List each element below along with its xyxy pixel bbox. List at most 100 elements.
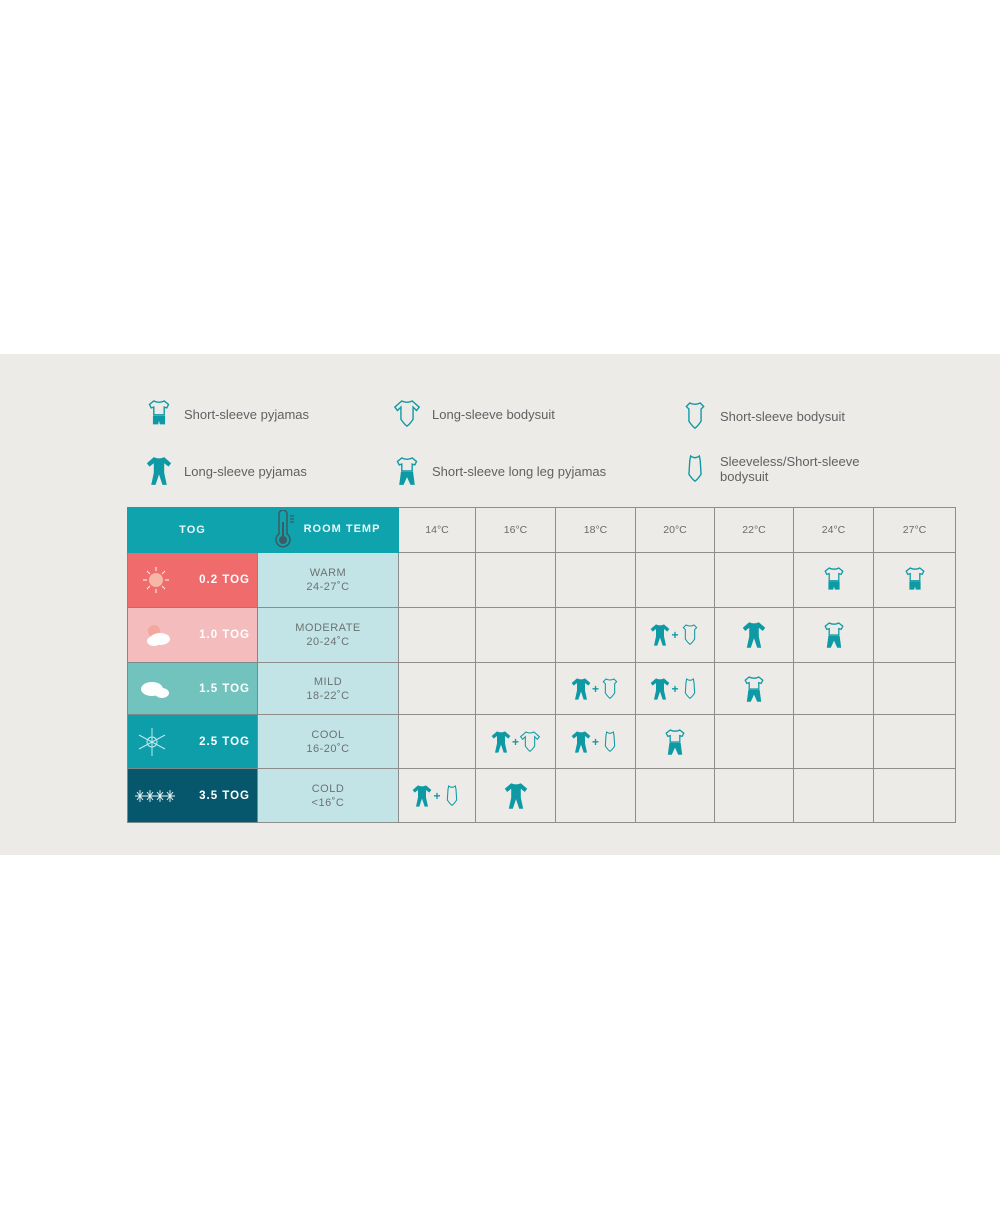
tog-cell: 1.0 TOG: [127, 607, 258, 663]
legend-label: Long-sleeve bodysuit: [432, 406, 555, 422]
room-temp-cell: MILD 18-22˚C: [257, 662, 399, 715]
legend-item: Long-sleeve pyjamas: [146, 454, 307, 488]
legend-label: Long-sleeve pyjamas: [184, 463, 307, 479]
legend-item: Sleeveless/Short-sleeve bodysuit: [682, 452, 870, 486]
ss-longleg-pyjamas-icon: [822, 619, 846, 651]
tog-header: TOG: [127, 507, 258, 553]
legend-item: Short-sleeve long leg pyjamas: [394, 454, 606, 488]
ss-longleg-pyjamas-icon: [742, 673, 766, 705]
plus-icon: +: [511, 734, 519, 749]
temp-header: 18°C: [555, 507, 636, 553]
clothing-cell: [398, 662, 476, 715]
table-row: 1.0 TOG MODERATE 20-24˚C +: [127, 607, 956, 663]
thermometer-icon: [274, 509, 294, 547]
clothing-cell: +: [555, 662, 636, 715]
snowflakes-icon: [135, 789, 175, 802]
ls-pyjamas-icon: [650, 622, 670, 648]
tog-label: 0.2 TOG: [199, 574, 250, 586]
plus-icon: +: [671, 681, 679, 696]
clothing-cell: [475, 662, 556, 715]
table-row: 2.5 TOG COOL 16-20˚C + +: [127, 714, 956, 769]
room-temp-cell: MODERATE 20-24˚C: [257, 607, 399, 663]
ls-pyjamas-icon: [742, 619, 766, 651]
ls-bodysuit-icon: [520, 729, 540, 755]
clothing-cell: [555, 552, 636, 608]
tog-label: 3.5 TOG: [199, 789, 250, 802]
clothing-cell: [873, 768, 956, 823]
ls-pyjamas-icon: [650, 676, 670, 702]
clothing-cell: [475, 768, 556, 823]
ls-bodysuit-icon: [394, 397, 420, 431]
clothing-cell: [793, 607, 874, 663]
sleeveless-bodysuit-icon: [600, 729, 620, 755]
clothing-cell: [398, 714, 476, 769]
cloud-icon: [141, 681, 169, 698]
room-label: WARM: [309, 567, 347, 579]
tog-cell: 0.2 TOG: [127, 552, 258, 608]
room-range: 16-20˚C: [306, 742, 350, 755]
sun-icon: [143, 567, 169, 593]
tog-label: 2.5 TOG: [199, 735, 250, 748]
clothing-cell: [635, 768, 715, 823]
temp-header: 16°C: [475, 507, 556, 553]
tog-cell: 2.5 TOG: [127, 714, 258, 769]
plus-icon: +: [591, 734, 599, 749]
clothing-cell: [475, 552, 556, 608]
ss-bodysuit-icon: [682, 399, 708, 433]
clothing-cell: [793, 662, 874, 715]
clothing-cell: [873, 552, 956, 608]
clothing-cell: [873, 607, 956, 663]
clothing-cell: [793, 714, 874, 769]
clothing-cell: +: [475, 714, 556, 769]
room-temp-cell: COOL 16-20˚C: [257, 714, 399, 769]
ls-pyjamas-icon: [504, 780, 528, 812]
room-temp-cell: COLD <16˚C: [257, 768, 399, 823]
sleeveless-bodysuit-icon: [680, 676, 700, 702]
sleeveless-bodysuit-icon: [682, 452, 708, 486]
room-temp-label: ROOM TEMP: [303, 522, 381, 535]
clothing-cell: +: [635, 662, 715, 715]
clothing-cell: [873, 662, 956, 715]
legend-label: Sleeveless/Short-sleeve bodysuit: [720, 454, 860, 484]
tog-cell: 3.5 TOG: [127, 768, 258, 823]
legend-item: Short-sleeve bodysuit: [682, 399, 845, 433]
snowflake-icon: [138, 727, 166, 756]
room-label: MODERATE: [295, 622, 361, 634]
table-row: 0.2 TOG WARM 24-27˚C: [127, 552, 956, 608]
sun-cloud-icon: [147, 625, 170, 646]
ss-pyjamas-icon: [822, 564, 846, 596]
clothing-cell: [398, 552, 476, 608]
legend-label: Short-sleeve bodysuit: [720, 408, 846, 424]
room-label: MILD: [313, 675, 343, 688]
room-label: COLD: [311, 782, 345, 795]
tog-table: TOG ROOM TEMP 14°C 16°C 18°C 20°C 22°C 24°C 27…: [127, 507, 956, 823]
temp-header: 24°C: [793, 507, 874, 553]
plus-icon: +: [433, 788, 441, 803]
clothing-cell: [714, 607, 794, 663]
temp-header: 22°C: [714, 507, 794, 553]
table-row: 1.5 TOG MILD 18-22˚C + +: [127, 662, 956, 715]
ls-pyjamas-icon: [412, 783, 432, 809]
clothing-cell: [714, 662, 794, 715]
room-range: 24-27˚C: [306, 581, 350, 593]
tog-label: 1.5 TOG: [199, 682, 250, 695]
clothing-cell: [873, 714, 956, 769]
room-range: 18-22˚C: [306, 689, 350, 702]
clothing-cell: +: [555, 714, 636, 769]
ss-pyjamas-icon: [146, 397, 172, 431]
legend-label: Short-sleeve pyjamas: [184, 406, 309, 422]
clothing-cell: [714, 714, 794, 769]
sleeveless-bodysuit-icon: [442, 783, 462, 809]
ss-pyjamas-icon: [903, 564, 927, 596]
room-temp-cell: WARM 24-27˚C: [257, 552, 399, 608]
clothing-cell: [635, 552, 715, 608]
ss-longleg-pyjamas-icon: [394, 454, 420, 488]
room-temp-header: ROOM TEMP: [257, 507, 399, 553]
temp-header: 20°C: [635, 507, 715, 553]
clothing-cell: +: [635, 607, 715, 663]
plus-icon: +: [591, 681, 599, 696]
clothing-cell: [714, 552, 794, 608]
tog-label: 1.0 TOG: [199, 629, 250, 641]
clothing-cell: [398, 607, 476, 663]
room-range: <16˚C: [311, 796, 345, 809]
